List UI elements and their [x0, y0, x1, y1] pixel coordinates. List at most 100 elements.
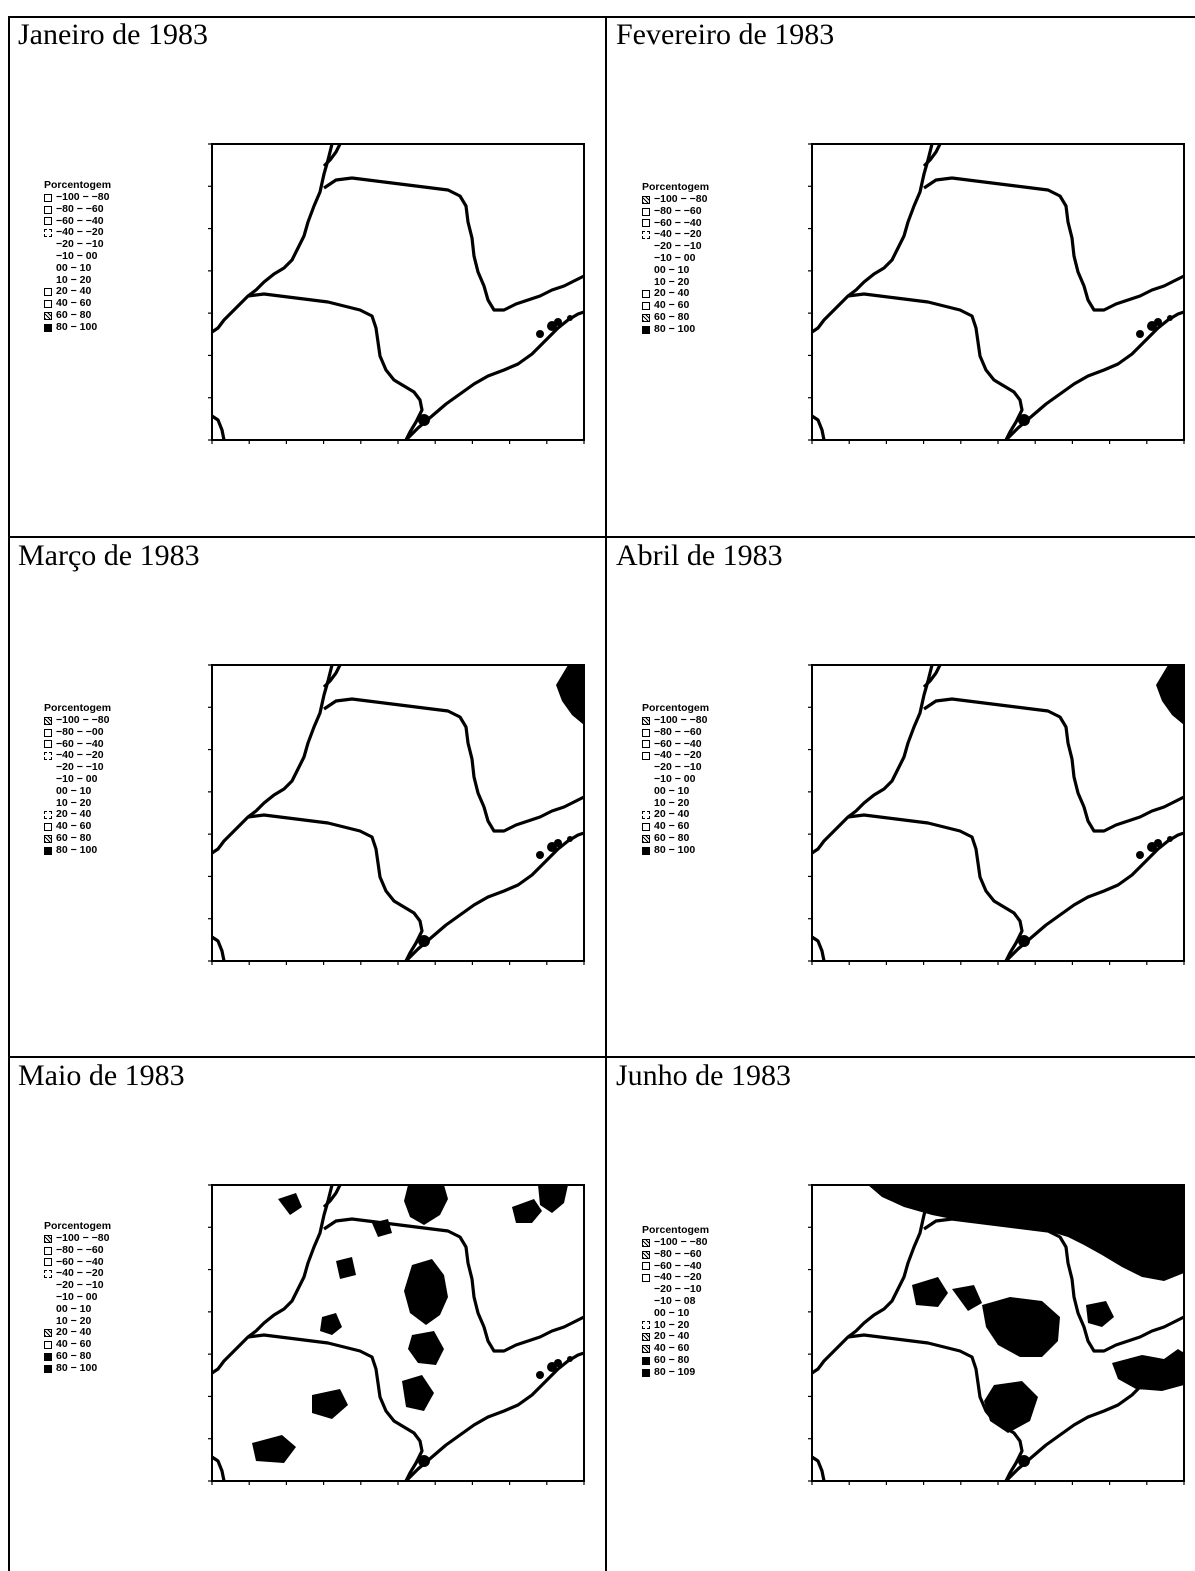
legend-label: 00 − 10 — [654, 784, 690, 797]
island — [554, 318, 562, 326]
state-border — [323, 176, 585, 312]
legend-title: Porcentogem — [642, 181, 710, 193]
legend-item: −100 − −80 — [44, 191, 111, 204]
grid-line-row2 — [8, 1056, 1195, 1058]
island — [1136, 851, 1144, 859]
legend-swatch — [44, 1329, 52, 1338]
map-layer — [208, 664, 585, 965]
legend-item: −40 − −20 — [44, 750, 111, 762]
state-border — [247, 813, 424, 962]
anomaly-patch — [312, 1389, 348, 1419]
legend-swatch — [44, 788, 52, 796]
legend-label: −40 − −20 — [654, 1271, 702, 1284]
legend-title: Porcentogem — [44, 179, 112, 191]
legend-item: 20 − 40 — [44, 1327, 111, 1339]
figure-grid: Janeiro de 1983 Porcentogem −100 − −80 −80… — [8, 16, 1195, 1571]
legend-swatch — [642, 1345, 650, 1354]
legend-item: 00 − 10 — [642, 264, 709, 277]
legend-swatch — [44, 728, 52, 737]
legend-label: −80 − −00 — [56, 725, 104, 738]
legend-swatch — [44, 1364, 52, 1373]
legend-label: −40 − −20 — [654, 749, 702, 762]
legend-item: 10 − 20 — [642, 1319, 709, 1332]
legend-swatch — [44, 1234, 52, 1243]
legend-label: −10 − 00 — [654, 251, 696, 264]
legend-label: −80 − −60 — [56, 1243, 104, 1256]
legend-label: −20 − −10 — [654, 761, 702, 774]
legend-item: 40 − 60 — [642, 820, 709, 833]
legend-label: 60 − 80 — [654, 831, 690, 844]
legend-label: −10 − 00 — [56, 249, 98, 262]
map — [808, 143, 1185, 444]
state-border — [404, 831, 585, 963]
anomaly-patch — [404, 1259, 448, 1325]
state-border — [811, 1455, 826, 1482]
legend-item: −20 − −10 — [44, 1279, 111, 1292]
legend-swatch — [44, 740, 52, 749]
legend-item: −20 − −10 — [44, 761, 111, 774]
grid-line-left — [8, 16, 10, 1571]
state-border — [323, 697, 585, 833]
legend-label: 60 − 80 — [654, 310, 690, 323]
state-border — [811, 143, 934, 334]
anomaly-patch — [984, 1381, 1038, 1433]
state-border — [404, 1351, 585, 1483]
legend-item: −10 − 00 — [642, 773, 709, 786]
legend-label: −10 − 08 — [654, 1294, 696, 1307]
legend-swatch — [642, 846, 650, 855]
legend-swatch — [44, 1306, 52, 1314]
legend-item: −60 − −40 — [44, 1256, 111, 1269]
legend-swatch — [642, 811, 650, 820]
legend-swatch — [642, 278, 650, 286]
legend-label: 20 − 40 — [56, 285, 92, 298]
state-border — [404, 310, 585, 442]
legend-item: 40 − 60 — [642, 299, 709, 312]
map — [208, 664, 585, 965]
anomaly-patch — [336, 1257, 356, 1279]
legend-item: −10 − 08 — [642, 1294, 709, 1308]
island — [1154, 1359, 1162, 1367]
legend-label: 20 − 40 — [654, 808, 690, 821]
legend-label: −100 − −80 — [56, 714, 110, 726]
legend-swatch — [44, 811, 52, 820]
island — [418, 414, 430, 426]
legend-item: −60 − −40 — [642, 216, 709, 230]
anomaly-patch — [404, 1185, 448, 1225]
island — [567, 1356, 573, 1362]
legend-item: 80 − 100 — [44, 844, 111, 857]
map-frame — [211, 1184, 585, 1482]
legend-label: −80 − −60 — [56, 202, 104, 215]
legend-title: Porcentogem — [44, 702, 112, 714]
legend-label: −20 − −10 — [56, 761, 104, 774]
legend-swatch — [642, 267, 650, 275]
legend-item: 10 − 20 — [44, 1315, 111, 1328]
state-border — [811, 935, 826, 962]
map-frame — [811, 664, 1185, 962]
anomaly-patch — [252, 1435, 296, 1463]
state-border — [1004, 310, 1185, 442]
anomaly-patch — [1086, 1301, 1114, 1327]
panel-title: Março de 1983 — [18, 539, 200, 572]
legend-swatch — [44, 1341, 52, 1350]
legend-swatch — [642, 219, 650, 228]
legend-swatch — [44, 776, 52, 784]
anomaly-patch — [278, 1193, 302, 1215]
legend-label: −100 − −80 — [654, 714, 708, 726]
legend-swatch — [642, 1238, 650, 1247]
legend-swatch — [44, 846, 52, 855]
legend-label: −40 − −20 — [56, 749, 104, 762]
map — [808, 664, 1185, 965]
legend-item: 00 − 10 — [44, 262, 111, 275]
legend-swatch — [642, 776, 650, 784]
legend-label: −60 − −40 — [654, 216, 702, 229]
state-border — [322, 664, 342, 689]
island — [1018, 935, 1030, 947]
anomaly-patch — [982, 1297, 1060, 1357]
legend-swatch — [642, 1262, 650, 1271]
island — [1167, 315, 1173, 321]
legend-label: −20 − −10 — [56, 238, 104, 251]
legend-label: −60 − −40 — [654, 737, 702, 750]
legend-swatch — [642, 255, 650, 263]
grid-line-top — [8, 16, 1195, 18]
island — [554, 839, 562, 847]
